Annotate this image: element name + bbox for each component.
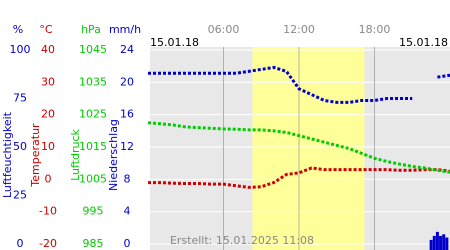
- series-line: [437, 73, 450, 79]
- y-tick-label: -20: [39, 237, 57, 250]
- y-tick-label: 10: [41, 140, 55, 153]
- y-tick-label: -10: [39, 205, 57, 218]
- axis-label: Temperatur: [29, 123, 42, 188]
- y-tick-label: 1025: [79, 108, 107, 121]
- x-tick-label: 06:00: [208, 23, 240, 36]
- y-tick-label: 1045: [79, 43, 107, 56]
- y-tick-label: 8: [124, 172, 131, 185]
- date-left: 15.01.18: [150, 36, 199, 49]
- y-tick-label: 24: [120, 43, 134, 56]
- series-line: [148, 65, 413, 104]
- series-line: [147, 121, 450, 174]
- y-tick-label: 1015: [79, 140, 107, 153]
- y-tick-label: 50: [13, 140, 27, 153]
- y-tick-label: 40: [41, 43, 55, 56]
- y-tick-label: 30: [41, 75, 55, 88]
- precip-bar: [439, 235, 443, 250]
- series-line: [148, 166, 450, 189]
- y-tick-label: 100: [10, 43, 31, 56]
- precip-bar: [445, 237, 449, 250]
- axis-unit: %: [13, 23, 23, 36]
- y-tick-label: 4: [124, 205, 131, 218]
- y-tick-label: 16: [120, 108, 134, 121]
- axis-unit: mm/h: [109, 23, 141, 36]
- y-tick-label: 25: [13, 189, 27, 202]
- x-tick-label: 18:00: [359, 23, 391, 36]
- axis-label: Luftdruck: [69, 128, 82, 180]
- y-tick-label: 0: [45, 172, 52, 185]
- y-tick-label: 1005: [79, 172, 107, 185]
- y-tick-label: 0: [17, 237, 24, 250]
- axis-label: Niederschlag: [107, 119, 120, 191]
- date-right: 15.01.18: [399, 36, 448, 49]
- precip-bar: [432, 235, 436, 250]
- x-tick-label: 12:00: [283, 23, 315, 36]
- y-tick-label: 995: [83, 205, 104, 218]
- precip-bar: [429, 239, 433, 250]
- y-tick-label: 12: [120, 140, 134, 153]
- y-tick-label: 985: [83, 237, 104, 250]
- created-note: Erstellt: 15.01.2025 11:08: [170, 234, 314, 247]
- y-tick-label: 0: [124, 237, 131, 250]
- precip-bar: [435, 231, 439, 250]
- y-tick-label: 75: [13, 92, 27, 105]
- y-tick-label: 1035: [79, 75, 107, 88]
- axis-label: Luftfeuchtigkeit: [1, 111, 14, 198]
- axis-unit: °C: [39, 23, 53, 36]
- y-tick-label: 20: [41, 108, 55, 121]
- axis-unit: hPa: [81, 23, 101, 36]
- y-tick-label: 20: [120, 75, 134, 88]
- precip-bar: [442, 234, 446, 250]
